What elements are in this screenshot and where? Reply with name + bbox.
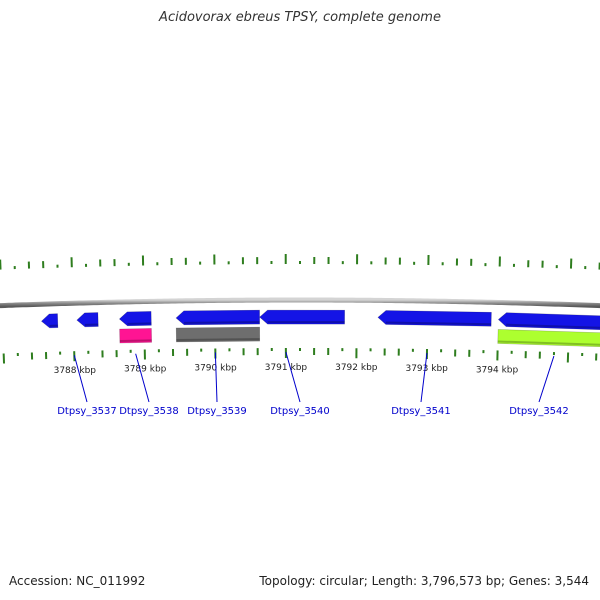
tick-label: 3789 kbp xyxy=(124,365,167,375)
gene-label-leader xyxy=(285,351,301,403)
gene-label[interactable]: Dtpsy_3537 xyxy=(57,406,117,417)
gene-shadow xyxy=(184,321,260,324)
gene-label[interactable]: Dtpsy_3539 xyxy=(187,406,247,417)
map-title: Acidovorax ebreus TPSY, complete genome xyxy=(159,10,441,25)
tick-label: 3791 kbp xyxy=(265,363,308,373)
gene-label[interactable]: Dtpsy_3540 xyxy=(270,406,330,417)
gene-feature xyxy=(118,311,152,327)
gene-label-leader xyxy=(538,355,555,403)
gene-feature xyxy=(175,326,261,343)
gene-feature xyxy=(76,312,99,328)
inner-tick-marks xyxy=(2,348,598,364)
genome-summary-text: Topology: circular; Length: 3,796,573 bp… xyxy=(259,574,589,588)
gene-feature xyxy=(497,312,600,331)
gene-feature xyxy=(259,309,345,325)
tick-label: 3792 kbp xyxy=(335,363,378,373)
gene-shadow xyxy=(119,339,152,343)
gene-label-leader xyxy=(73,355,88,403)
gene-feature xyxy=(175,309,260,326)
gene-shadow xyxy=(497,340,600,346)
gene-shadow xyxy=(176,338,260,341)
gene-feature xyxy=(40,313,59,329)
genome-backbone xyxy=(0,297,600,309)
gene-label-leaders xyxy=(73,351,555,403)
gene-labels: Dtpsy_3537 Dtpsy_3538 Dtpsy_3539 Dtpsy_3540… xyxy=(57,406,569,417)
tick-label: 3794 kbp xyxy=(476,365,519,375)
gene-feature xyxy=(377,310,492,327)
gene-label[interactable]: Dtpsy_3541 xyxy=(391,406,451,417)
gene-shadow xyxy=(385,321,492,326)
gene-feature xyxy=(497,329,600,348)
gene-label[interactable]: Dtpsy_3542 xyxy=(509,406,569,417)
outer-tick-marks xyxy=(0,254,600,270)
gene-features xyxy=(40,309,600,348)
tick-label: 3793 kbp xyxy=(405,364,448,374)
accession-text: Accession: NC_011992 xyxy=(9,574,146,588)
gene-label-leader xyxy=(135,353,150,403)
gene-label-leader xyxy=(214,352,218,403)
gene-label-leader xyxy=(420,352,428,403)
gene-shadow xyxy=(506,323,600,329)
tick-labels: 3788 kbp 3789 kbp 3790 kbp 3791 kbp 3792 kbp… xyxy=(54,363,519,376)
tick-label: 3788 kbp xyxy=(54,366,97,376)
gene-label[interactable]: Dtpsy_3538 xyxy=(119,406,179,417)
gene-feature xyxy=(119,328,152,344)
